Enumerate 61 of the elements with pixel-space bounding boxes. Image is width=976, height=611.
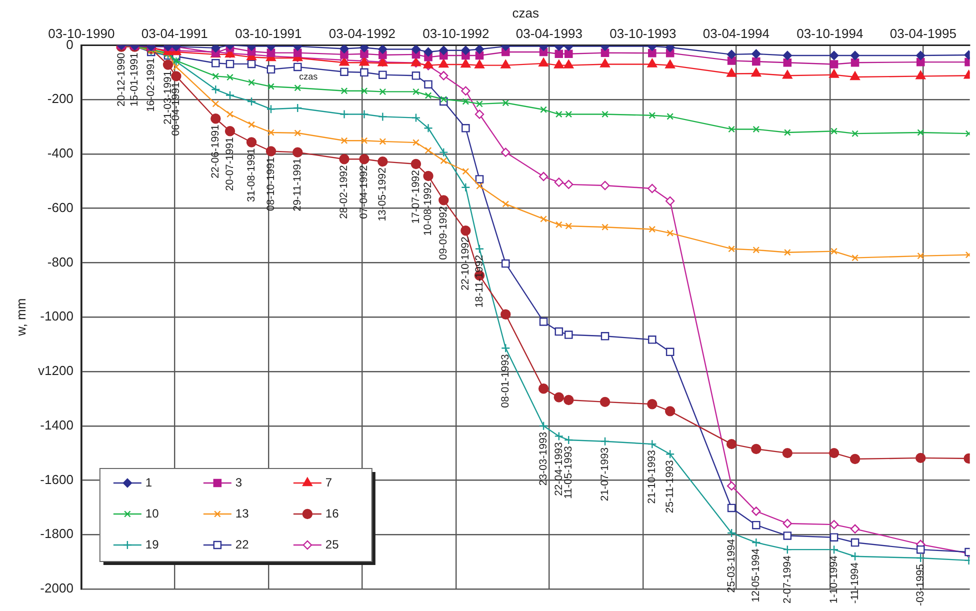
annotation: 29-11-1991 (292, 158, 304, 212)
annotation: 22-06-1991 (210, 124, 222, 178)
annotation: 15-01-1991 (128, 52, 141, 107)
legend-label: 19 (145, 537, 160, 552)
annotation: 22-04-1993 (552, 442, 565, 496)
annotation: 08-01-1993 (500, 354, 512, 408)
y-tick-label: -200 (47, 91, 74, 106)
annotation: 08-10-1991 (264, 157, 277, 211)
annotation: 18-11-1992 (473, 254, 486, 308)
annotation: 22-10-1992 (460, 236, 472, 290)
x-tick-label: 03-10-1991 (235, 26, 302, 41)
annotation: 16-02-1991 (144, 58, 157, 112)
annotation: 12-05-1994 (750, 548, 762, 602)
legend-label: 25 (325, 537, 340, 552)
annotation: -11-1994 (848, 562, 861, 604)
y-tick-label: -800 (47, 254, 74, 270)
annotation: 09-09-1992 (438, 206, 450, 260)
annotation: 06-04-1991 (170, 82, 182, 136)
annotation: 25-03-1994 (725, 538, 738, 593)
annotation: 23-03-1993 (537, 432, 550, 486)
y-tick-label: v1200 (38, 363, 74, 378)
legend-label: 22 (235, 537, 250, 552)
x-tick-label: 03-04-1991 (141, 26, 208, 41)
annotation: 1-10-1994 (828, 555, 840, 604)
x-axis-title: czas (512, 5, 540, 20)
annotation: 2-07-1994 (781, 555, 794, 604)
annotation: 31-08-1991 (245, 148, 258, 202)
annotation: 20-12-1990 (115, 52, 128, 107)
y-tick-label: -600 (47, 200, 74, 215)
x-tick-label: 03-04-1994 (702, 26, 770, 41)
x-tick-label: 03-10-1992 (422, 26, 490, 41)
x-tick-label: 03-04-1995 (890, 26, 956, 41)
legend-label: 1 (145, 475, 152, 490)
y-axis-title: w, mm (14, 298, 29, 337)
annotation: 07-04-1992 (358, 164, 370, 219)
annotation: -03-1995 (914, 564, 927, 606)
x-tick-label: 03-04-1992 (328, 26, 396, 41)
legend-label: 13 (235, 506, 250, 520)
annotation: 20-07-1991 (224, 136, 236, 191)
x-tick-label: 03-10-1994 (796, 26, 864, 41)
legend-label: 16 (325, 506, 340, 520)
annotation: 11-05-1993 (562, 446, 575, 499)
annotation: 13-05-1992 (376, 167, 389, 222)
y-tick-label: -400 (47, 146, 74, 161)
y-tick-label: -1400 (40, 417, 74, 432)
annotation: 21-07-1993 (598, 447, 611, 502)
legend-label: 7 (325, 475, 332, 490)
y-tick-label: -2000 (40, 580, 74, 596)
annotation: 25-11-1993 (664, 460, 676, 514)
y-tick-label: -1000 (40, 308, 74, 324)
annotation: 17-07-1992 (410, 170, 422, 224)
annotation: czas (299, 72, 318, 82)
annotation: 10-08-1992 (422, 182, 434, 236)
legend-label: 10 (145, 506, 160, 520)
x-tick-label: 03-04-1993 (516, 26, 582, 41)
legend-label: 3 (235, 475, 242, 490)
x-tick-label: 03-10-1993 (610, 26, 676, 41)
annotation: 28-02-1992 (338, 164, 350, 219)
y-tick-label: -1800 (40, 526, 74, 542)
y-tick-label: -1600 (40, 472, 74, 487)
annotation: 21-10-1993 (646, 450, 658, 504)
